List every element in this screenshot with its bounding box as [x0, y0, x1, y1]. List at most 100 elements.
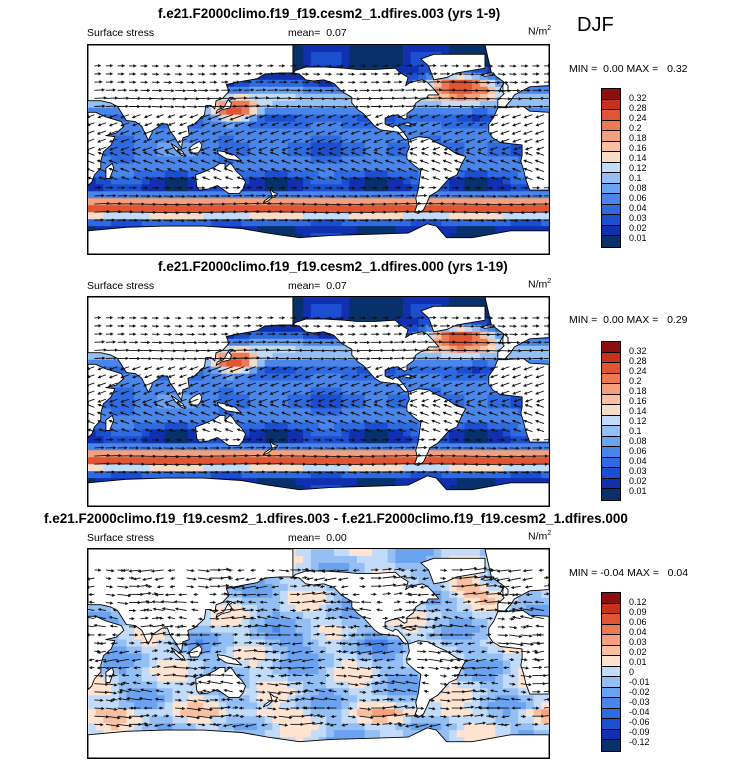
- stress-vector-arrow: [359, 332, 368, 336]
- stress-vector-arrow: [155, 122, 164, 126]
- stress-vector-arrow: [387, 176, 395, 181]
- stress-vector-arrow: [257, 159, 268, 164]
- stress-vector-arrow: [338, 411, 349, 416]
- stress-vector-arrow: [105, 316, 114, 320]
- stress-vector-arrow: [523, 114, 533, 119]
- stress-vector-arrow: [304, 167, 314, 173]
- stress-vector-arrow: [532, 88, 543, 92]
- stress-vector-arrow: [132, 706, 141, 710]
- stress-vector-arrow: [543, 64, 549, 68]
- colorbar-swatch: [602, 666, 620, 678]
- stress-vector-arrow: [468, 176, 475, 181]
- stress-vector-arrow: [234, 382, 245, 387]
- stress-vector-arrow: [198, 332, 207, 336]
- stress-vector-arrow: [234, 577, 245, 581]
- stress-vector-arrow: [222, 122, 233, 128]
- stress-vector-arrow: [140, 80, 149, 84]
- stress-vector-arrow: [440, 438, 448, 442]
- stress-vector-arrow: [294, 176, 303, 181]
- stress-vector-arrow: [186, 690, 194, 695]
- stress-vector-arrow: [108, 114, 118, 119]
- stress-vector-arrow: [347, 683, 359, 687]
- stress-vector-arrow: [463, 438, 471, 442]
- stress-vector-arrow: [282, 374, 291, 379]
- stress-vector-arrow: [258, 398, 268, 403]
- colorbar-swatch: [602, 89, 620, 100]
- stress-vector-arrow: [440, 186, 448, 190]
- stress-vector-arrow: [280, 650, 291, 655]
- stress-vector-arrow: [269, 159, 279, 164]
- stress-vector-arrow: [486, 722, 497, 726]
- stress-vector-arrow: [94, 698, 104, 702]
- stress-vector-arrow: [129, 104, 141, 109]
- stress-vector-arrow: [269, 411, 279, 416]
- stress-vector-arrow: [278, 576, 284, 580]
- stress-vector-arrow: [129, 88, 139, 92]
- stress-vector-arrow: [543, 211, 549, 213]
- stress-vector-arrow: [394, 340, 405, 344]
- stress-vector-arrow: [509, 634, 523, 639]
- stress-vector-arrow: [420, 404, 429, 408]
- stress-vector-arrow: [154, 130, 164, 135]
- stress-vector-arrow: [520, 470, 531, 475]
- stress-vectors: [88, 566, 549, 729]
- stress-vector-arrow: [532, 218, 542, 222]
- landmass: [401, 122, 417, 127]
- stress-vector-arrow: [94, 193, 105, 198]
- stress-vector-arrow: [314, 688, 325, 693]
- stress-vector-arrow: [487, 673, 498, 677]
- stress-vector-arrow: [536, 176, 545, 181]
- stress-vector-arrow: [532, 706, 540, 710]
- stress-vector-arrow: [327, 382, 337, 387]
- stress-vector-arrow: [359, 723, 366, 727]
- stress-vector-arrow: [489, 114, 498, 119]
- stress-vector-arrow: [105, 569, 115, 573]
- stress-vector-arrow: [88, 130, 95, 135]
- stress-vector-arrow: [419, 411, 429, 416]
- stress-vector-arrow: [304, 130, 314, 135]
- stress-vector-arrow: [440, 658, 454, 663]
- stress-vector-arrow: [386, 633, 395, 637]
- stress-vector-arrow: [351, 420, 360, 425]
- stress-vector-arrow: [417, 650, 427, 654]
- stress-vector-arrow: [105, 340, 117, 344]
- stress-vector-arrow: [477, 130, 487, 135]
- panel-3-map-svg: [88, 549, 549, 758]
- stress-vector-arrow: [117, 332, 125, 336]
- stress-vector-arrow: [543, 195, 549, 197]
- stress-vector-arrow: [108, 390, 118, 395]
- stress-vector-arrow: [382, 316, 390, 320]
- stress-vector-arrow: [301, 88, 313, 93]
- stress-vector-arrow: [453, 159, 464, 164]
- stress-vector-arrow: [536, 146, 545, 151]
- stress-vector-arrow: [367, 650, 383, 656]
- stress-vector-arrow: [512, 404, 521, 408]
- stress-vector-arrow: [509, 219, 519, 223]
- stress-vector-arrow: [382, 340, 394, 344]
- stress-vector-arrow: [198, 72, 206, 76]
- colorbar-swatch: [602, 645, 620, 657]
- stress-vector-arrow: [431, 374, 441, 379]
- stress-vector-arrow: [361, 138, 372, 143]
- stress-vector-arrow: [133, 577, 141, 581]
- stress-vector-arrow: [290, 609, 297, 613]
- stress-vector-arrow: [313, 105, 325, 109]
- stress-vector-arrow: [440, 446, 451, 450]
- stress-vector-arrow: [282, 114, 291, 118]
- stress-vector-arrow: [397, 403, 406, 408]
- stress-vector-arrow: [405, 657, 412, 661]
- stress-vector-arrow: [222, 374, 233, 380]
- stress-vector-arrow: [207, 114, 222, 121]
- stress-vector-arrow: [419, 366, 429, 371]
- stress-vector-arrow: [359, 690, 367, 694]
- stress-vector-arrow: [497, 97, 512, 101]
- stress-vector-arrow: [474, 316, 482, 320]
- stress-vector-arrow: [543, 80, 549, 84]
- stress-vector-arrow: [152, 146, 164, 152]
- landmass: [215, 96, 236, 114]
- stress-vector-arrow: [117, 666, 130, 670]
- stress-vector-arrow: [327, 390, 337, 395]
- stress-vector-arrow: [232, 218, 242, 222]
- stress-vector-arrow: [290, 706, 300, 710]
- stress-vector-arrow: [175, 658, 185, 662]
